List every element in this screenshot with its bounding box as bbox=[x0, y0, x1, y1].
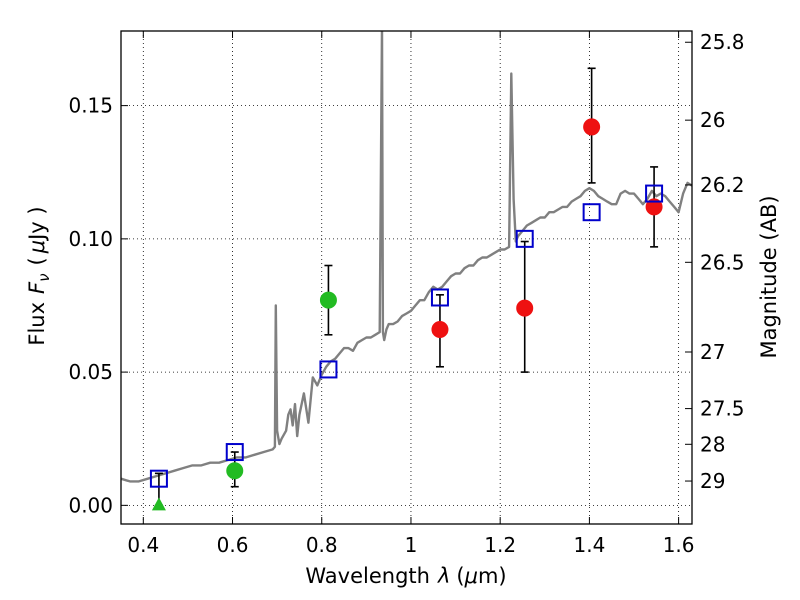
error-bars bbox=[154, 67, 659, 507]
y-axis-label-paren: ( bbox=[25, 257, 49, 265]
model-photometry-square bbox=[430, 288, 449, 307]
mag-tick-label: 26.2 bbox=[700, 173, 745, 197]
y-axis-label-mu: μ bbox=[25, 240, 49, 254]
model-spectrum-layer bbox=[121, 31, 692, 483]
plot-frame bbox=[120, 30, 693, 525]
mag-tick-label: 28 bbox=[700, 432, 725, 456]
model-photometry-square bbox=[515, 229, 534, 248]
x-axis-label-paren: ( bbox=[456, 564, 464, 588]
grid bbox=[121, 31, 692, 524]
x-axis-label-unit: m) bbox=[478, 564, 507, 588]
y-tick-label: 0.10 bbox=[68, 227, 113, 251]
red-data-point bbox=[431, 320, 449, 338]
x-axis-label: Wavelength λ (μm) bbox=[305, 564, 506, 588]
x-tick-label: 0.8 bbox=[306, 533, 338, 557]
model-photometry-square bbox=[149, 469, 168, 488]
red-data-point bbox=[645, 198, 663, 216]
y-axis-label: Flux Fν ( μJy ) bbox=[25, 206, 53, 345]
x-tick-label: 0.4 bbox=[127, 533, 159, 557]
y-axis-label-unit: Jy ) bbox=[25, 206, 49, 242]
axis-ticks bbox=[121, 31, 692, 524]
y-axis-label-subscript: ν bbox=[35, 273, 53, 281]
y-tick-label: 0.00 bbox=[68, 493, 113, 517]
y-tick-label: 0.05 bbox=[68, 360, 113, 384]
model-photometry-square bbox=[645, 184, 664, 203]
y-axis-label-symbol: F bbox=[25, 281, 49, 294]
x-tick-label: 0.6 bbox=[217, 533, 249, 557]
red-data-point bbox=[583, 118, 601, 136]
mag-tick-label: 27 bbox=[700, 340, 725, 364]
x-axis-label-mu: μ bbox=[464, 564, 478, 588]
mag-tick-label: 27.5 bbox=[700, 397, 745, 421]
green-data-point bbox=[226, 462, 244, 480]
x-tick-label: 1.4 bbox=[573, 533, 605, 557]
y-tick-label: 0.15 bbox=[68, 94, 113, 118]
x-axis-label-symbol: λ bbox=[437, 564, 450, 588]
model-photometry-square bbox=[225, 443, 244, 462]
mag-tick-label: 25.8 bbox=[700, 30, 745, 54]
x-tick-label: 1 bbox=[405, 533, 418, 557]
x-axis-label-text: Wavelength bbox=[305, 564, 430, 588]
y-axis-label-text: Flux bbox=[25, 302, 49, 346]
mag-tick-label: 26 bbox=[700, 108, 725, 132]
red-data-point bbox=[516, 299, 534, 317]
y2-axis-label: Magnitude (AB) bbox=[757, 195, 781, 358]
mag-tick-label: 26.5 bbox=[700, 250, 745, 274]
data-markers bbox=[149, 118, 664, 511]
x-tick-label: 1.2 bbox=[484, 533, 516, 557]
tick-labels: 0.4 0.6 0.8 1 1.2 1.4 1.6 0.00 0.05 0.10 0.15 25.8 2… bbox=[68, 30, 744, 557]
mag-tick-label: 29 bbox=[700, 469, 725, 493]
green-data-point bbox=[319, 291, 337, 309]
x-tick-label: 1.6 bbox=[663, 533, 695, 557]
green-upper-limit-marker bbox=[151, 497, 166, 511]
model-photometry-square bbox=[582, 203, 601, 222]
model-spectrum-line bbox=[121, 31, 692, 483]
model-photometry-square bbox=[319, 360, 338, 379]
